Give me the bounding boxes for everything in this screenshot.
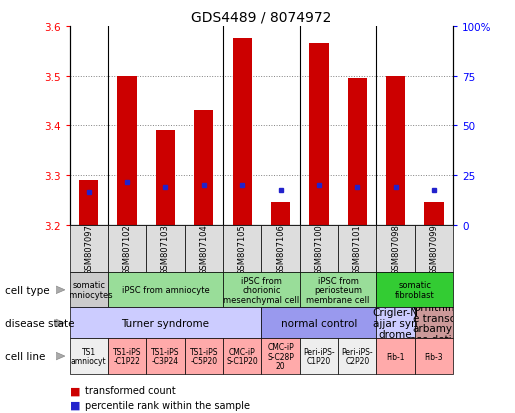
Bar [415, 225, 453, 273]
Text: GSM807097: GSM807097 [84, 223, 93, 274]
Text: CMC-iP
S-C1P20: CMC-iP S-C1P20 [226, 347, 258, 366]
Bar [146, 225, 184, 273]
Text: CMC-iP
S-C28P
20: CMC-iP S-C28P 20 [267, 342, 294, 370]
Bar [348, 79, 367, 225]
Bar [261, 308, 376, 339]
Bar [70, 273, 108, 308]
Bar [300, 225, 338, 273]
Bar [310, 44, 329, 225]
Text: GSM807102: GSM807102 [123, 223, 131, 274]
Text: Peri-iPS-
C2P20: Peri-iPS- C2P20 [341, 347, 373, 366]
Bar [338, 339, 376, 374]
Text: transformed count: transformed count [85, 385, 176, 395]
Bar [70, 308, 261, 339]
Bar [79, 180, 98, 225]
Polygon shape [56, 352, 65, 360]
Bar [70, 225, 108, 273]
Bar [415, 308, 453, 339]
Bar [233, 39, 252, 225]
Text: iPSC from amniocyte: iPSC from amniocyte [122, 286, 209, 294]
Bar [376, 273, 453, 308]
Text: percentile rank within the sample: percentile rank within the sample [85, 400, 250, 410]
Text: TS1-iPS
-C5P20: TS1-iPS -C5P20 [190, 347, 218, 366]
Bar [376, 339, 415, 374]
Bar [261, 225, 300, 273]
Bar [300, 339, 338, 374]
Text: GSM807101: GSM807101 [353, 223, 362, 274]
Bar [108, 273, 223, 308]
Bar [424, 203, 443, 225]
Bar [108, 339, 146, 374]
Text: GSM807098: GSM807098 [391, 223, 400, 274]
Bar [70, 339, 108, 374]
Bar [223, 273, 300, 308]
Text: normal control: normal control [281, 318, 357, 328]
Text: Crigler-N
ajjar syn
drome: Crigler-N ajjar syn drome [373, 307, 419, 339]
Text: Ornithin
e transc
arbamyl
ase detic: Ornithin e transc arbamyl ase detic [410, 302, 458, 344]
Bar [261, 339, 300, 374]
Bar [386, 76, 405, 225]
Text: Peri-iPS-
C1P20: Peri-iPS- C1P20 [303, 347, 335, 366]
Polygon shape [56, 319, 65, 327]
Bar [156, 131, 175, 225]
Text: disease state: disease state [5, 318, 75, 328]
Bar [108, 225, 146, 273]
Bar [223, 339, 261, 374]
Text: iPSC from
periosteum
membrane cell: iPSC from periosteum membrane cell [306, 276, 370, 304]
Text: GSM807103: GSM807103 [161, 223, 170, 274]
Text: ■: ■ [70, 400, 80, 410]
Bar [376, 225, 415, 273]
Text: TS1-iPS
-C3P24: TS1-iPS -C3P24 [151, 347, 180, 366]
Text: somatic
fibroblast: somatic fibroblast [395, 281, 435, 299]
Text: GSM807099: GSM807099 [430, 223, 438, 274]
Bar [146, 339, 184, 374]
Text: Fib-3: Fib-3 [425, 352, 443, 361]
Bar [338, 225, 376, 273]
Text: TS1
amniocyt: TS1 amniocyt [71, 347, 107, 366]
Bar [117, 76, 136, 225]
Text: Fib-1: Fib-1 [386, 352, 405, 361]
Text: TS1-iPS
-C1P22: TS1-iPS -C1P22 [113, 347, 141, 366]
Text: ■: ■ [70, 385, 80, 395]
Bar [376, 308, 415, 339]
Text: GSM807106: GSM807106 [276, 223, 285, 274]
Text: GSM807104: GSM807104 [199, 223, 208, 274]
Bar [184, 339, 223, 374]
Text: GSM807105: GSM807105 [238, 223, 247, 274]
Text: GSM807100: GSM807100 [315, 223, 323, 274]
Bar [415, 339, 453, 374]
Bar [271, 203, 290, 225]
Text: cell type: cell type [5, 285, 50, 295]
Polygon shape [56, 286, 65, 294]
Bar [194, 111, 213, 225]
Text: cell line: cell line [5, 351, 45, 361]
Bar [184, 225, 223, 273]
Bar [300, 273, 376, 308]
Text: Turner syndrome: Turner syndrome [122, 318, 210, 328]
Title: GDS4489 / 8074972: GDS4489 / 8074972 [191, 10, 332, 24]
Text: iPSC from
chorionic
mesenchymal cell: iPSC from chorionic mesenchymal cell [223, 276, 300, 304]
Text: somatic
amniocytes: somatic amniocytes [64, 281, 113, 299]
Bar [223, 225, 261, 273]
